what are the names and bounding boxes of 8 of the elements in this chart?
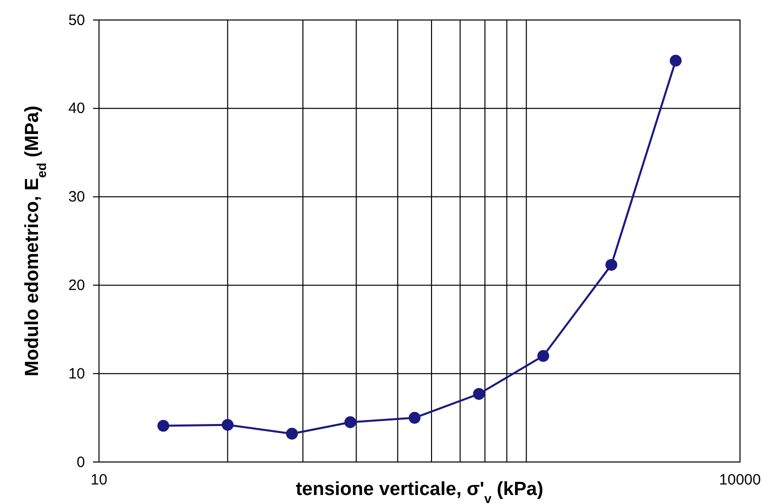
y-tick-label: 10 [68, 365, 85, 382]
y-tick-label: 0 [76, 454, 85, 471]
y-tick-label: 20 [68, 277, 85, 294]
y-tick-label: 40 [68, 100, 85, 118]
x-tick-label: 10000 [719, 472, 761, 489]
y-tick-label: 30 [68, 188, 85, 206]
x-axis-title: tensione verticale, σ'$_{v}$ (kPa) [296, 479, 544, 504]
y-tick-label: 50 [68, 12, 85, 29]
